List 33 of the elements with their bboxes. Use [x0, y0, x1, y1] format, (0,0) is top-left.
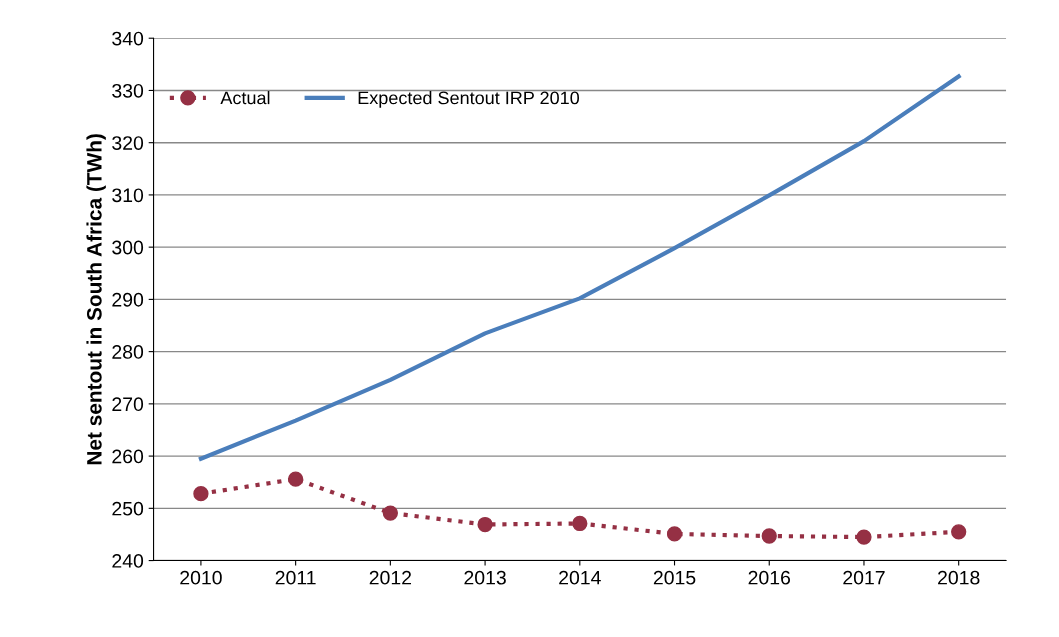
- y-tick-label: 250: [112, 501, 144, 516]
- y-axis-title: Net sentout in South Africa (TWh): [86, 134, 106, 465]
- y-tick-label: 300: [112, 240, 144, 255]
- point: [856, 529, 872, 545]
- point: [951, 524, 967, 540]
- x-tick-label: 2010: [180, 570, 222, 585]
- point: [382, 505, 398, 521]
- x-tick-label: 2014: [559, 570, 601, 585]
- point: [572, 515, 588, 532]
- x-tick-label: 2012: [369, 570, 412, 585]
- point: [666, 526, 683, 542]
- y-tick-label: 320: [112, 136, 144, 150]
- y-tick-label: 330: [112, 83, 144, 98]
- y-tick-label: 270: [112, 397, 144, 412]
- point: [477, 516, 493, 533]
- x-tick-label: 2018: [938, 570, 980, 585]
- legend-label: Expected Sentout IRP 2010: [358, 91, 580, 108]
- y-tick-label: 310: [112, 188, 144, 203]
- point: [761, 528, 777, 544]
- x-tick-label: 2015: [653, 570, 696, 585]
- point: [287, 471, 304, 487]
- legend-label: Actual: [220, 91, 270, 105]
- x-tick-label: 2013: [464, 570, 506, 585]
- line-series: [198, 74, 961, 461]
- x-tick-label: 2017: [843, 570, 885, 585]
- y-tick-label: 260: [112, 449, 144, 464]
- x-tick-label: 2016: [748, 570, 791, 585]
- x-tick-label: 2011: [275, 570, 316, 585]
- y-tick-label: 290: [112, 292, 144, 307]
- y-tick-label: 240: [112, 554, 144, 568]
- y-tick-label: 280: [112, 345, 144, 359]
- point: [193, 486, 209, 502]
- y-tick-label: 340: [112, 31, 144, 46]
